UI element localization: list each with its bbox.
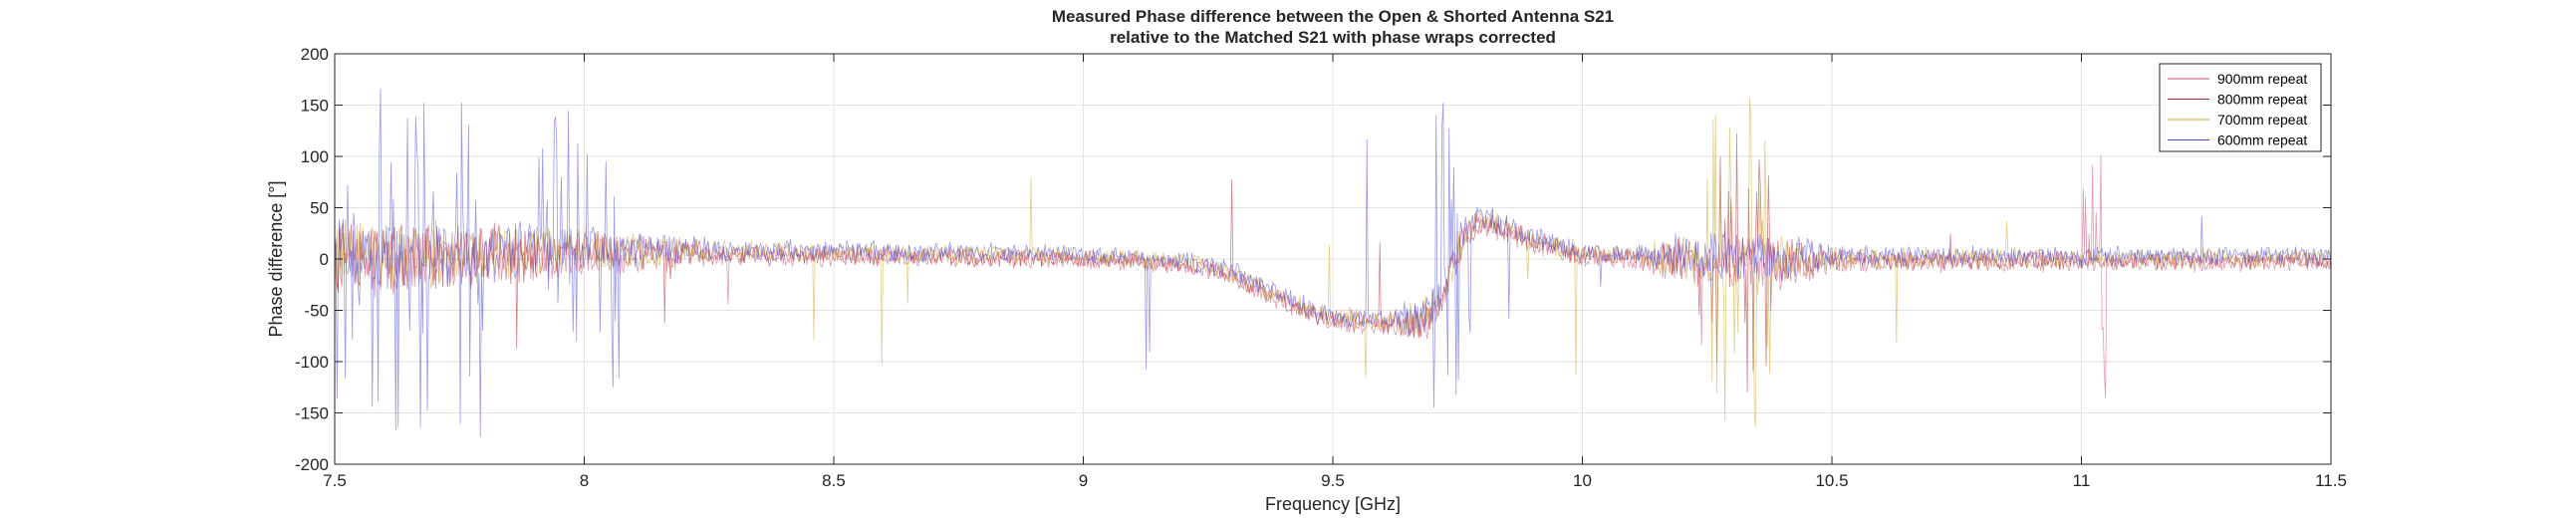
x-axis-label: Frequency [GHz] [1265,494,1401,514]
x-tick-label: 10.5 [1815,471,1848,490]
x-tick-label: 9 [1079,471,1088,490]
x-tick-label: 7.5 [323,471,347,490]
y-tick-label: 200 [301,45,329,64]
y-tick-label: -150 [295,404,329,423]
series-line-3 [334,98,2332,428]
y-tick-label: 0 [320,250,329,269]
legend: 900mm repeat 800mm repeat 700mm repeat 600m… [2159,63,2322,152]
legend-label-2: 800mm repeat [2217,92,2307,108]
x-tick-label: 8 [580,471,589,490]
series-line-4 [334,89,2332,437]
x-tick-label: 11.5 [2315,471,2347,490]
y-tick-label: -50 [304,302,329,321]
chart-title-line-1: Measured Phase difference between the Op… [1052,7,1614,26]
x-tick-label: 11 [2073,471,2091,490]
y-tick-label: 50 [310,199,329,218]
legend-label-3: 700mm repeat [2217,112,2307,128]
y-tick-label: 150 [301,97,329,116]
x-tick-label: 9.5 [1321,471,1345,490]
y-tick-label: -100 [295,353,329,372]
x-tick-label: 10 [1573,471,1592,490]
series-line-2 [334,132,2332,392]
y-tick-label: 100 [301,147,329,166]
y-axis-label: Phase difference [°] [266,181,286,338]
legend-label-1: 900mm repeat [2217,71,2307,87]
chart-title-line-2: relative to the Matched S21 with phase w… [1110,28,1556,47]
series-lines [334,89,2332,437]
x-tick-label: 8.5 [822,471,846,490]
y-tick-label: -200 [295,455,329,474]
legend-label-4: 600mm repeat [2217,132,2307,148]
axis-ticks: 7.5 8 8.5 9 9.5 10 10.5 11 11.5 200 150 100 50 0 -50 -1… [295,45,2347,490]
